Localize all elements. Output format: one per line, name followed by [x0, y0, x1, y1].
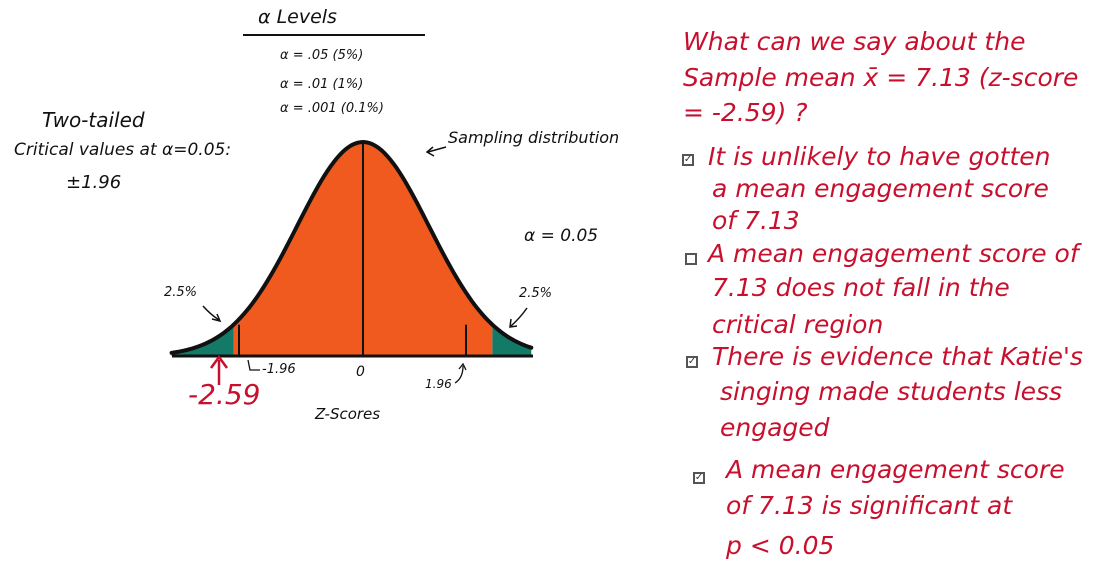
option-checkbox[interactable]: ✓ — [686, 356, 698, 368]
observed-z-arrowhead — [209, 354, 229, 369]
option-text-line: of 7.13 — [712, 206, 800, 235]
distribution-label-arrowhead — [425, 146, 435, 157]
right-pct-arrowhead — [509, 318, 518, 328]
right-tail-percent: 2.5% — [519, 286, 553, 301]
alpha-level-item: α = .05 (5%) — [280, 48, 364, 63]
minus-196-pointer — [247, 359, 260, 371]
option-checkbox[interactable] — [685, 253, 697, 265]
x-axis-label: Z-Scores — [315, 405, 381, 423]
option-text-line: There is evidence that Katie's — [712, 342, 1083, 371]
tick-label-plus-196: 1.96 — [425, 377, 452, 391]
two-tailed-heading: Two-tailed — [42, 108, 145, 132]
option-checkbox[interactable]: ✓ — [693, 472, 705, 484]
option-text-line: singing made students less — [720, 377, 1063, 406]
option-text-line: engaged — [720, 413, 830, 442]
option-text-line: It is unlikely to have gotten — [708, 142, 1051, 171]
option-text-line: 7.13 does not fall in the — [712, 273, 1010, 302]
sampling-distribution-label: Sampling distribution — [448, 128, 620, 147]
option-text-line: p < 0.05 — [726, 531, 835, 560]
observed-z-label: -2.59 — [188, 378, 261, 411]
option-checkbox[interactable]: ✓ — [682, 154, 694, 166]
alpha-value-label: α = 0.05 — [524, 226, 599, 246]
plus-196-arrowhead — [458, 362, 467, 371]
option-text-line: A mean engagement score — [726, 455, 1065, 484]
tick-label-zero: 0 — [356, 364, 365, 380]
option-text-line: a mean engagement score — [712, 174, 1049, 203]
distribution-label-arrow — [427, 146, 447, 153]
plus-196-pointer — [454, 365, 464, 384]
option-text-line: critical region — [712, 310, 884, 339]
alpha-level-item: α = .001 (0.1%) — [280, 101, 384, 116]
left-pct-arrow — [202, 305, 220, 321]
distribution-curve — [169, 139, 534, 355]
critical-values-label: Critical values at α=0.05: — [14, 140, 232, 160]
left-pct-arrowhead — [211, 313, 222, 323]
alpha-levels-underline — [243, 34, 425, 36]
alpha-level-item: α = .01 (1%) — [280, 77, 364, 92]
left-critical-region — [171, 324, 234, 356]
question-line: Sample mean x̄ = 7.13 (z-score — [683, 63, 1079, 92]
tick-label-minus-196: -1.96 — [262, 362, 296, 377]
option-text-line: of 7.13 is significant at — [726, 491, 1013, 520]
question-line: = -2.59) ? — [683, 98, 808, 127]
right-pct-arrow — [510, 307, 528, 327]
left-tail-percent: 2.5% — [164, 285, 198, 300]
critical-values-value: ±1.96 — [66, 172, 122, 193]
question-line: What can we say about the — [683, 27, 1026, 56]
alpha-levels-title: α Levels — [258, 6, 337, 28]
option-text-line: A mean engagement score of — [708, 239, 1079, 268]
